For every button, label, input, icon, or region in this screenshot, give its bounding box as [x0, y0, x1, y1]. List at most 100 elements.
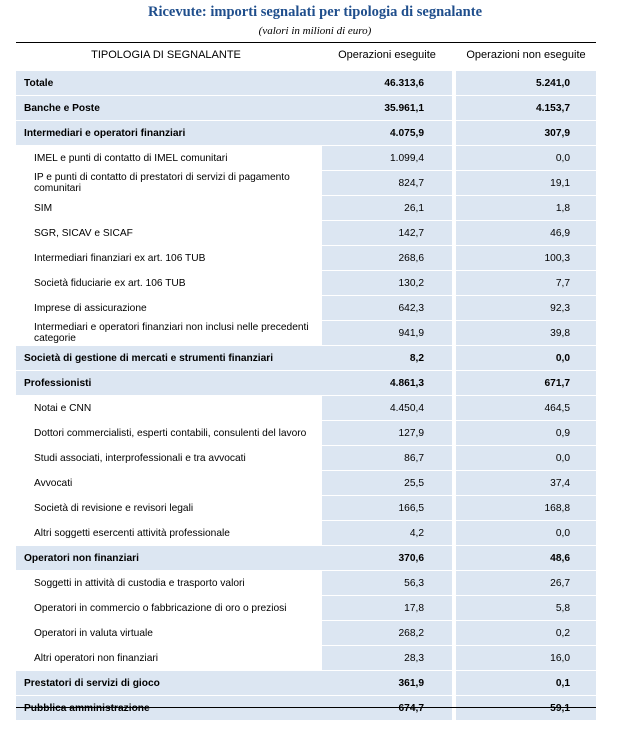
row-label: Dottori commercialisti, esperti contabil… — [16, 421, 316, 445]
row-label: Studi associati, interprofessionali e tr… — [16, 446, 316, 470]
table-body: Totale 46.313,6 5.241,0 Banche e Poste 35.96… — [16, 71, 596, 720]
table-header: TIPOLOGIA DI SEGNALANTE Operazioni esegu… — [16, 43, 596, 69]
row-not-executed: 1,8 — [456, 196, 596, 220]
row-executed: 26,1 — [322, 196, 452, 220]
row-label: Professionisti — [16, 371, 322, 395]
table-row: Società fiduciarie ex art. 106 TUB 130,2 7… — [16, 270, 596, 295]
row-label: Imprese di assicurazione — [16, 296, 316, 320]
row-label: IP e punti di contatto di prestatori di … — [16, 171, 316, 195]
row-not-executed: 19,1 — [456, 171, 596, 195]
row-not-executed: 7,7 — [456, 271, 596, 295]
table-row: Intermediari finanziari ex art. 106 TUB 2… — [16, 245, 596, 270]
row-not-executed: 671,7 — [456, 371, 596, 395]
table-row: Imprese di assicurazione 642,3 92,3 — [16, 295, 596, 320]
table-row: Società di gestione di mercati e strumen… — [16, 345, 596, 370]
row-executed: 1.099,4 — [322, 146, 452, 170]
table-row: Società di revisione e revisori legali 16… — [16, 495, 596, 520]
row-not-executed: 37,4 — [456, 471, 596, 495]
table-row: Soggetti in attività di custodia e trasp… — [16, 570, 596, 595]
table-row: Pubblica amministrazione 674,7 59,1 — [16, 695, 596, 720]
row-executed: 86,7 — [322, 446, 452, 470]
row-label: Pubblica amministrazione — [16, 696, 322, 720]
table-row: Banche e Poste 35.961,1 4.153,7 — [16, 95, 596, 120]
row-not-executed: 26,7 — [456, 571, 596, 595]
row-executed: 4.075,9 — [322, 121, 452, 145]
row-label: SGR, SICAV e SICAF — [16, 221, 316, 245]
table-title: Ricevute: importi segnalati per tipologi… — [147, 4, 483, 20]
header-category: TIPOLOGIA DI SEGNALANTE — [91, 49, 241, 61]
row-not-executed: 100,3 — [456, 246, 596, 270]
row-not-executed: 48,6 — [456, 546, 596, 570]
bottom-rule — [16, 707, 596, 708]
row-label: Operatori in valuta virtuale — [16, 621, 316, 645]
row-label: SIM — [16, 196, 316, 220]
row-executed: 4,2 — [322, 521, 452, 545]
row-executed: 642,3 — [322, 296, 452, 320]
row-not-executed: 16,0 — [456, 646, 596, 670]
row-executed: 4.450,4 — [322, 396, 452, 420]
row-executed: 127,9 — [322, 421, 452, 445]
row-not-executed: 5,8 — [456, 596, 596, 620]
table-row: Intermediari e operatori finanziari 4.075… — [16, 120, 596, 145]
row-label: Avvocati — [16, 471, 316, 495]
row-not-executed: 46,9 — [456, 221, 596, 245]
row-label: Società di gestione di mercati e strumen… — [16, 346, 322, 370]
table-row: Operatori non finanziari 370,6 48,6 — [16, 545, 596, 570]
row-label: Intermediari finanziari ex art. 106 TUB — [16, 246, 316, 270]
row-label: Banche e Poste — [16, 96, 322, 120]
row-label: Totale — [16, 71, 322, 95]
row-label: Altri operatori non finanziari — [16, 646, 316, 670]
row-not-executed: 0,0 — [456, 346, 596, 370]
row-not-executed: 39,8 — [456, 321, 596, 345]
table-row: Prestatori di servizi di gioco 361,9 0,1 — [16, 670, 596, 695]
row-label: Operatori non finanziari — [16, 546, 322, 570]
table-row: Studi associati, interprofessionali e tr… — [16, 445, 596, 470]
table-subtitle: (valori in milioni di euro) — [258, 25, 372, 37]
row-label: Notai e CNN — [16, 396, 316, 420]
table-row: IMEL e punti di contatto di IMEL comunit… — [16, 145, 596, 170]
row-executed: 130,2 — [322, 271, 452, 295]
table-row: Totale 46.313,6 5.241,0 — [16, 71, 596, 95]
table-row: Avvocati 25,5 37,4 — [16, 470, 596, 495]
row-not-executed: 307,9 — [456, 121, 596, 145]
row-executed: 4.861,3 — [322, 371, 452, 395]
row-executed: 674,7 — [322, 696, 452, 720]
table-row: Intermediari e operatori finanziari non … — [16, 320, 596, 345]
row-executed: 370,6 — [322, 546, 452, 570]
row-not-executed: 0,1 — [456, 671, 596, 695]
top-rule — [16, 42, 596, 43]
table-row: Altri soggetti esercenti attività profes… — [16, 520, 596, 545]
row-executed: 361,9 — [322, 671, 452, 695]
row-executed: 35.961,1 — [322, 96, 452, 120]
row-executed: 268,2 — [322, 621, 452, 645]
row-label: Intermediari e operatori finanziari non … — [16, 321, 316, 345]
table-row: SGR, SICAV e SICAF 142,7 46,9 — [16, 220, 596, 245]
row-not-executed: 0,0 — [456, 446, 596, 470]
row-not-executed: 168,8 — [456, 496, 596, 520]
row-executed: 46.313,6 — [322, 71, 452, 95]
row-executed: 268,6 — [322, 246, 452, 270]
row-label: IMEL e punti di contatto di IMEL comunit… — [16, 146, 316, 170]
table-row: Operatori in valuta virtuale 268,2 0,2 — [16, 620, 596, 645]
row-executed: 25,5 — [322, 471, 452, 495]
row-not-executed: 0,0 — [456, 146, 596, 170]
row-not-executed: 464,5 — [456, 396, 596, 420]
table-row: Professionisti 4.861,3 671,7 — [16, 370, 596, 395]
row-not-executed: 92,3 — [456, 296, 596, 320]
table-row: Notai e CNN 4.450,4 464,5 — [16, 395, 596, 420]
row-executed: 56,3 — [322, 571, 452, 595]
row-executed: 142,7 — [322, 221, 452, 245]
row-label: Prestatori di servizi di gioco — [16, 671, 322, 695]
row-label: Società di revisione e revisori legali — [16, 496, 316, 520]
header-not-executed: Operazioni non eseguite — [466, 49, 586, 61]
row-executed: 824,7 — [322, 171, 452, 195]
row-label: Società fiduciarie ex art. 106 TUB — [16, 271, 316, 295]
row-not-executed: 4.153,7 — [456, 96, 596, 120]
row-not-executed: 0,2 — [456, 621, 596, 645]
row-not-executed: 5.241,0 — [456, 71, 596, 95]
row-label: Soggetti in attività di custodia e trasp… — [16, 571, 316, 595]
row-label: Operatori in commercio o fabbricazione d… — [16, 596, 316, 620]
row-not-executed: 59,1 — [456, 696, 596, 720]
table-row: SIM 26,1 1,8 — [16, 195, 596, 220]
table-row: Altri operatori non finanziari 28,3 16,0 — [16, 645, 596, 670]
